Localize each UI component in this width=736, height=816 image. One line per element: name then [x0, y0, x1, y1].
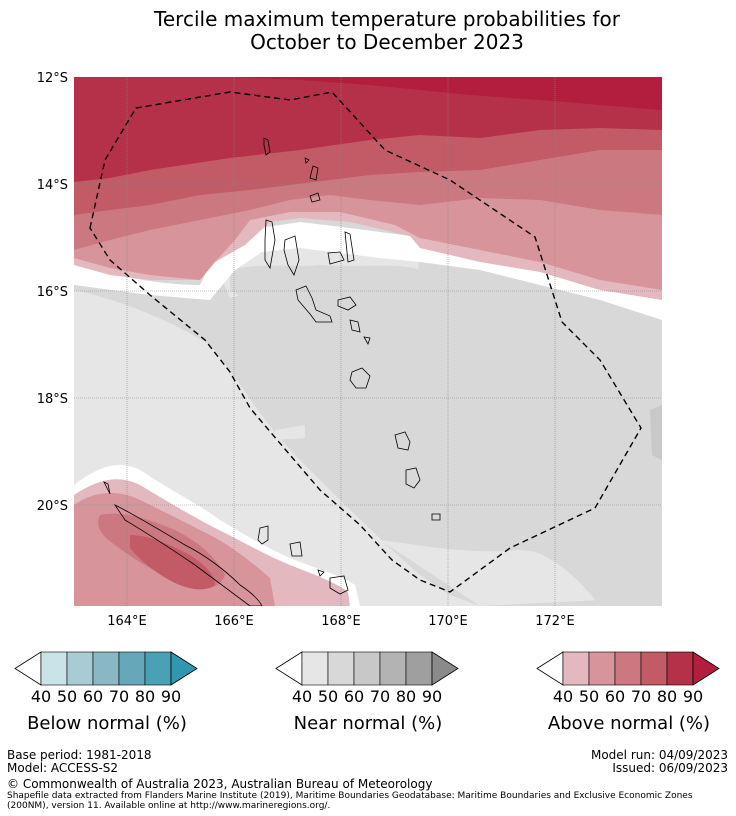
legend-min-arrow [14, 651, 42, 686]
legend-swatch [301, 651, 329, 686]
legend-min-arrow [536, 651, 564, 686]
legend-tick-label: 50 [57, 687, 77, 706]
lat-label: 18°S [37, 392, 68, 407]
legend-swatch [405, 651, 433, 686]
legend-swatch [92, 651, 120, 686]
legend-swatch [588, 651, 616, 686]
base-period: Base period: 1981-2018 [7, 748, 152, 762]
legend-tick-label: 80 [657, 687, 677, 706]
legend-swatch [118, 651, 146, 686]
model-name: Model: ACCESS-S2 [7, 761, 119, 775]
legend-swatch [40, 651, 68, 686]
legend-tick-label: 70 [631, 687, 651, 706]
lon-label: 168°E [321, 614, 361, 629]
near-normal-60-patch [650, 405, 662, 460]
legend-min-arrow [275, 651, 303, 686]
legend-max-arrow [692, 651, 720, 686]
copyright: © Commonwealth of Australia 2023, Austra… [7, 777, 433, 791]
title-line-2: October to December 2023 [250, 30, 524, 54]
legend-max-arrow [431, 651, 459, 686]
legend-swatch [666, 651, 694, 686]
latitude-labels: 12°S 14°S 16°S 18°S 20°S [37, 71, 68, 514]
legend-tick-label: 60 [605, 687, 625, 706]
legend-swatch [327, 651, 355, 686]
legend-tick-label: 90 [161, 687, 181, 706]
lat-label: 20°S [37, 499, 68, 514]
legend-tick-label: 80 [396, 687, 416, 706]
lat-label: 14°S [37, 178, 68, 193]
legend-tick-label: 90 [422, 687, 442, 706]
legend-swatch [562, 651, 590, 686]
legend-below-normal: Below normal (%) 40 50 60 70 80 90 [14, 651, 198, 734]
legend-swatch [353, 651, 381, 686]
lon-label: 170°E [428, 614, 468, 629]
legend-max-arrow [170, 651, 198, 686]
legend-tick-label: 90 [683, 687, 703, 706]
legend-swatch [66, 651, 94, 686]
map-title: Tercile maximum temperature probabilitie… [0, 8, 736, 54]
vanuatu-islands [103, 137, 441, 595]
graticule [74, 77, 662, 606]
lon-label: 166°E [214, 614, 254, 629]
above-normal-80-zone [74, 77, 662, 182]
legend-swatch [614, 651, 642, 686]
new-caledonia-coast [113, 503, 263, 606]
title-line-1: Tercile maximum temperature probabilitie… [154, 7, 620, 31]
legend-tick-label: 50 [579, 687, 599, 706]
probability-map [74, 77, 662, 606]
legend-swatch [379, 651, 407, 686]
lon-label: 164°E [107, 614, 147, 629]
legend-tick-label: 80 [135, 687, 155, 706]
lat-label: 12°S [37, 71, 68, 86]
legend-tick-label: 60 [344, 687, 364, 706]
longitude-labels: 164°E 166°E 168°E 170°E 172°E [107, 614, 575, 629]
legend-swatch [640, 651, 668, 686]
legend-tick-label: 50 [318, 687, 338, 706]
lat-label: 16°S [37, 285, 68, 300]
legend-swatch [144, 651, 172, 686]
above-normal-90-zone [230, 77, 662, 110]
legend-title: Below normal (%) [27, 713, 187, 734]
legend-tick-label: 40 [31, 687, 51, 706]
legend-tick-label: 40 [553, 687, 573, 706]
legend-tick-label: 60 [83, 687, 103, 706]
issued-date: Issued: 06/09/2023 [612, 761, 728, 775]
legend-tick-label: 70 [370, 687, 390, 706]
legend-tick-label: 70 [109, 687, 129, 706]
legend-near-normal: Near normal (%) 40 50 60 70 80 90 [275, 651, 459, 734]
eez-boundary [89, 91, 642, 593]
lon-label: 172°E [535, 614, 575, 629]
legend-title: Above normal (%) [548, 713, 710, 734]
legend-title: Near normal (%) [294, 713, 443, 734]
legend-tick-label: 40 [292, 687, 312, 706]
model-run-date: Model run: 04/09/2023 [590, 748, 728, 762]
legend-above-normal: Above normal (%) 40 50 60 70 80 90 [536, 651, 720, 734]
data-source: Shapefile data extracted from Flanders M… [7, 791, 693, 811]
